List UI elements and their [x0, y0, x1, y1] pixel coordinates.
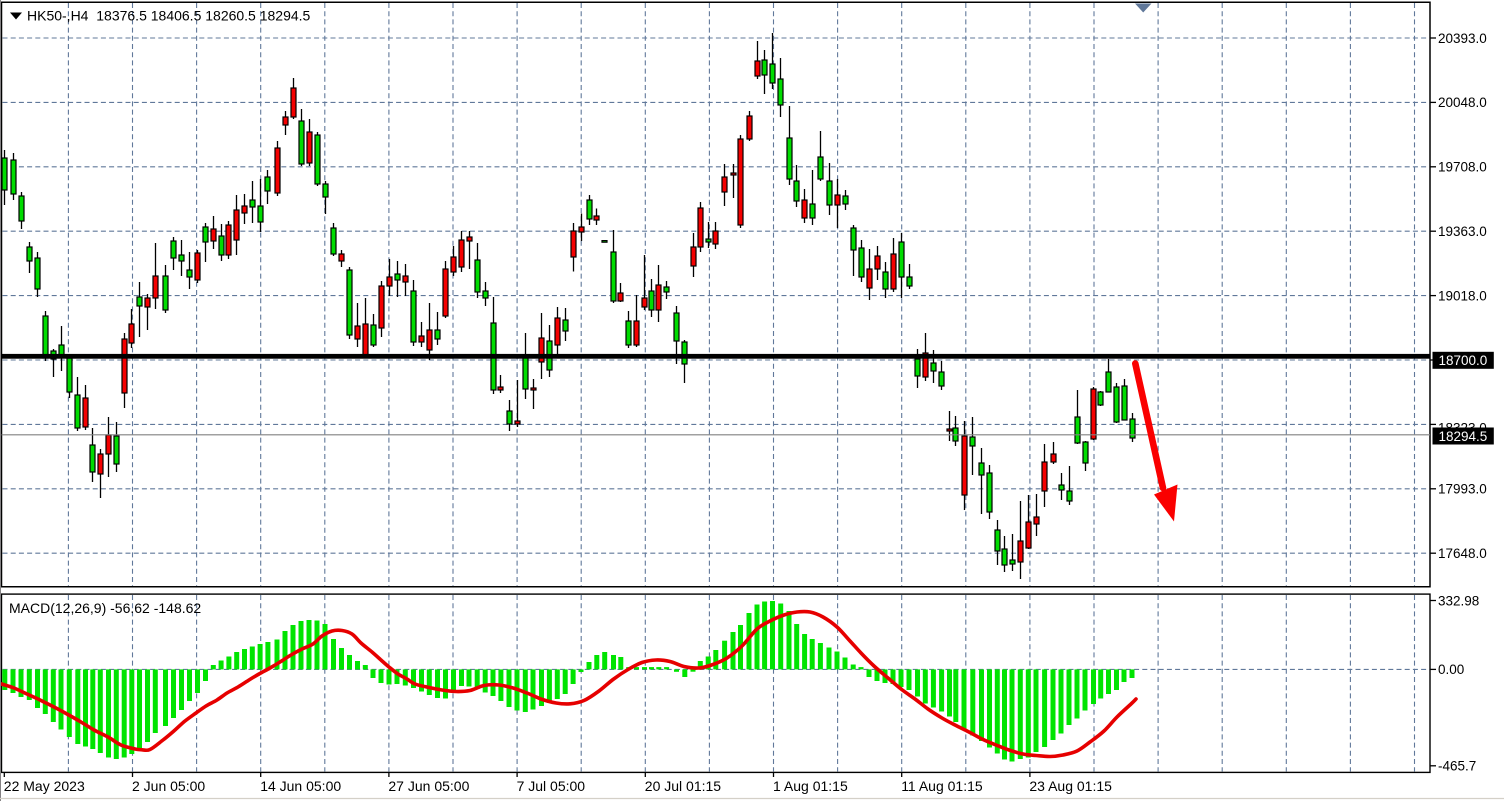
svg-text:19018.0: 19018.0 — [1438, 288, 1487, 303]
svg-text:332.98: 332.98 — [1438, 593, 1479, 608]
svg-text:1 Aug 01:15: 1 Aug 01:15 — [773, 778, 848, 794]
svg-text:22 May 2023: 22 May 2023 — [4, 778, 85, 794]
svg-text:20393.0: 20393.0 — [1438, 31, 1487, 46]
svg-text:0.00: 0.00 — [1438, 662, 1464, 677]
svg-text:17648.0: 17648.0 — [1438, 546, 1487, 561]
svg-text:7 Jul 05:00: 7 Jul 05:00 — [517, 778, 586, 794]
svg-text:17993.0: 17993.0 — [1438, 482, 1487, 497]
svg-text:19708.0: 19708.0 — [1438, 160, 1487, 175]
svg-text:2 Jun 05:00: 2 Jun 05:00 — [132, 778, 205, 794]
svg-text:23 Aug 01:15: 23 Aug 01:15 — [1029, 778, 1112, 794]
svg-text:18294.5: 18294.5 — [1439, 429, 1488, 444]
svg-text:MACD(12,26,9) -56.62 -148.62: MACD(12,26,9) -56.62 -148.62 — [9, 600, 201, 616]
svg-text:27 Jun 05:00: 27 Jun 05:00 — [388, 778, 469, 794]
svg-text:11 Aug 01:15: 11 Aug 01:15 — [901, 778, 983, 794]
svg-text:19363.0: 19363.0 — [1438, 224, 1487, 239]
svg-text:20048.0: 20048.0 — [1438, 95, 1487, 110]
svg-text:-465.7: -465.7 — [1438, 759, 1476, 774]
svg-text:HK50-,H4 18376.5 18406.5 1826: HK50-,H4 18376.5 18406.5 18260.5 18294.5 — [27, 8, 311, 24]
svg-text:20 Jul 01:15: 20 Jul 01:15 — [645, 778, 721, 794]
svg-text:14 Jun 05:00: 14 Jun 05:00 — [260, 778, 341, 794]
svg-text:18700.0: 18700.0 — [1439, 353, 1488, 368]
